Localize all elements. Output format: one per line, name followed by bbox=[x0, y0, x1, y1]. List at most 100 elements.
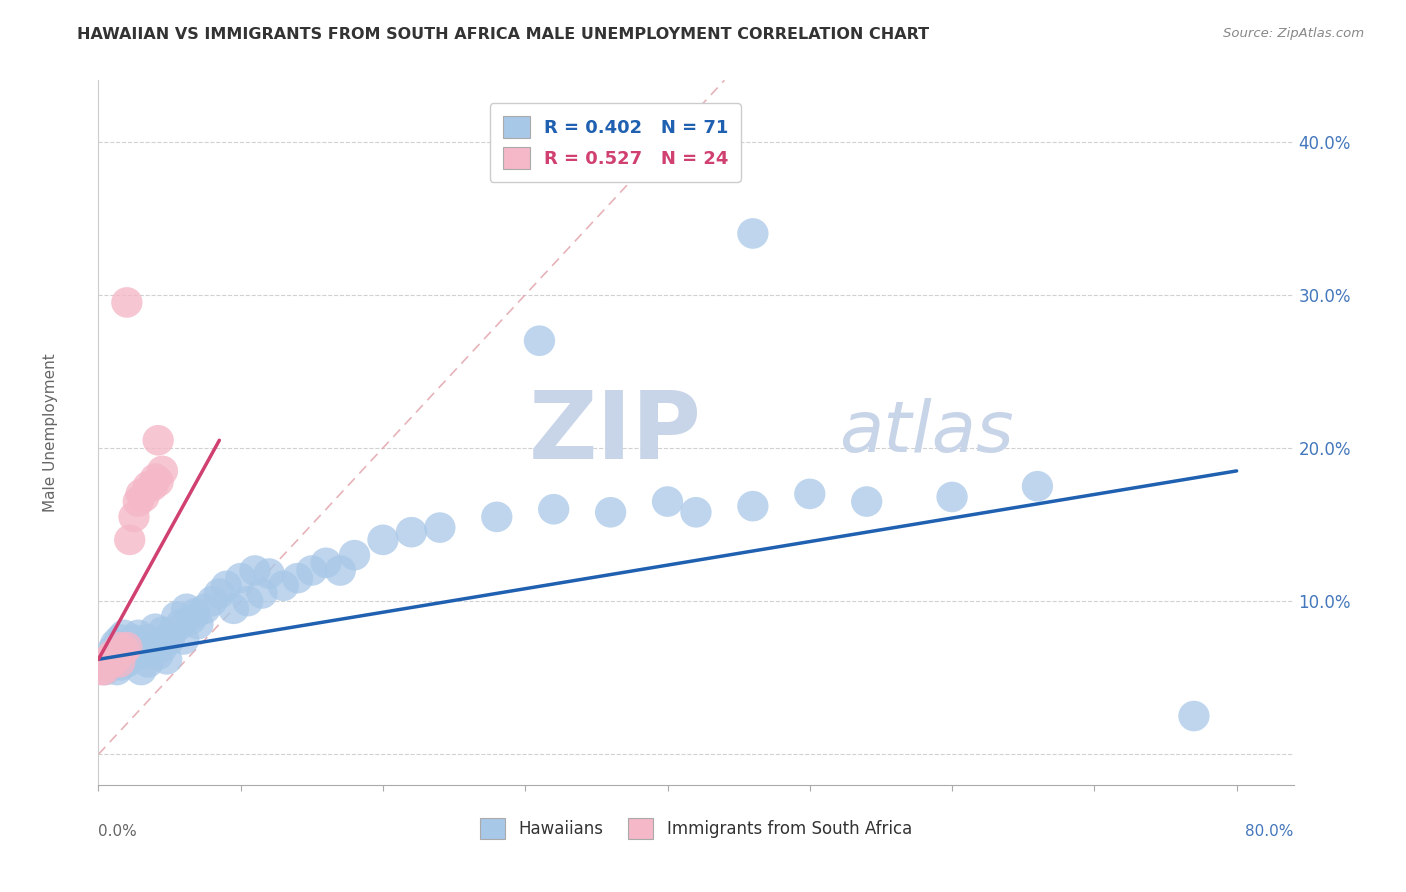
Ellipse shape bbox=[108, 635, 139, 665]
Ellipse shape bbox=[311, 548, 342, 578]
Ellipse shape bbox=[425, 512, 456, 543]
Ellipse shape bbox=[253, 558, 285, 589]
Ellipse shape bbox=[162, 601, 193, 632]
Ellipse shape bbox=[211, 571, 242, 601]
Ellipse shape bbox=[146, 632, 179, 663]
Ellipse shape bbox=[267, 571, 299, 601]
Ellipse shape bbox=[132, 471, 165, 501]
Ellipse shape bbox=[139, 463, 172, 494]
Ellipse shape bbox=[737, 219, 769, 249]
Ellipse shape bbox=[395, 516, 427, 548]
Ellipse shape bbox=[142, 640, 174, 670]
Ellipse shape bbox=[283, 563, 314, 593]
Ellipse shape bbox=[86, 655, 117, 685]
Ellipse shape bbox=[936, 482, 967, 512]
Ellipse shape bbox=[118, 501, 149, 533]
Ellipse shape bbox=[146, 616, 179, 647]
Ellipse shape bbox=[100, 644, 131, 674]
Ellipse shape bbox=[737, 491, 769, 522]
Ellipse shape bbox=[367, 524, 399, 555]
Ellipse shape bbox=[481, 501, 512, 533]
Ellipse shape bbox=[104, 624, 135, 655]
Ellipse shape bbox=[180, 598, 211, 629]
Ellipse shape bbox=[524, 326, 555, 356]
Ellipse shape bbox=[90, 647, 121, 678]
Ellipse shape bbox=[197, 586, 228, 616]
Ellipse shape bbox=[122, 486, 153, 516]
Text: Male Unemployment: Male Unemployment bbox=[44, 353, 58, 512]
Ellipse shape bbox=[156, 616, 188, 647]
Ellipse shape bbox=[118, 624, 149, 655]
Ellipse shape bbox=[100, 629, 131, 659]
Ellipse shape bbox=[169, 624, 200, 655]
Ellipse shape bbox=[142, 467, 174, 497]
Ellipse shape bbox=[100, 647, 131, 678]
Ellipse shape bbox=[114, 644, 145, 674]
Text: 80.0%: 80.0% bbox=[1246, 823, 1294, 838]
Ellipse shape bbox=[146, 456, 179, 486]
Text: ZIP: ZIP bbox=[529, 386, 702, 479]
Ellipse shape bbox=[122, 635, 153, 665]
Ellipse shape bbox=[122, 620, 153, 650]
Ellipse shape bbox=[136, 635, 169, 665]
Ellipse shape bbox=[90, 655, 121, 685]
Ellipse shape bbox=[128, 482, 160, 512]
Ellipse shape bbox=[183, 609, 214, 640]
Ellipse shape bbox=[246, 578, 278, 609]
Text: HAWAIIAN VS IMMIGRANTS FROM SOUTH AFRICA MALE UNEMPLOYMENT CORRELATION CHART: HAWAIIAN VS IMMIGRANTS FROM SOUTH AFRICA… bbox=[77, 27, 929, 42]
Ellipse shape bbox=[166, 609, 197, 640]
Ellipse shape bbox=[89, 655, 120, 685]
Ellipse shape bbox=[652, 486, 683, 516]
Ellipse shape bbox=[108, 635, 139, 665]
Ellipse shape bbox=[172, 593, 202, 624]
Ellipse shape bbox=[142, 425, 174, 456]
Ellipse shape bbox=[132, 647, 165, 678]
Ellipse shape bbox=[90, 647, 121, 678]
Ellipse shape bbox=[176, 604, 207, 635]
Ellipse shape bbox=[114, 524, 145, 555]
Ellipse shape bbox=[595, 497, 626, 527]
Ellipse shape bbox=[111, 287, 142, 318]
Ellipse shape bbox=[104, 647, 135, 678]
Ellipse shape bbox=[125, 655, 156, 685]
Ellipse shape bbox=[125, 479, 156, 509]
Text: atlas: atlas bbox=[839, 398, 1014, 467]
Ellipse shape bbox=[339, 540, 370, 571]
Ellipse shape bbox=[101, 655, 132, 685]
Ellipse shape bbox=[139, 614, 172, 644]
Ellipse shape bbox=[101, 640, 132, 670]
Ellipse shape bbox=[232, 586, 263, 616]
Ellipse shape bbox=[97, 635, 128, 665]
Legend: Hawaiians, Immigrants from South Africa: Hawaiians, Immigrants from South Africa bbox=[471, 810, 921, 847]
Ellipse shape bbox=[104, 632, 135, 663]
Ellipse shape bbox=[128, 632, 160, 663]
Text: 0.0%: 0.0% bbox=[98, 823, 138, 838]
Ellipse shape bbox=[125, 640, 156, 670]
Ellipse shape bbox=[111, 632, 142, 663]
Ellipse shape bbox=[105, 650, 136, 681]
Text: Source: ZipAtlas.com: Source: ZipAtlas.com bbox=[1223, 27, 1364, 40]
Ellipse shape bbox=[153, 624, 186, 655]
Ellipse shape bbox=[150, 644, 183, 674]
Ellipse shape bbox=[225, 563, 256, 593]
Ellipse shape bbox=[118, 640, 149, 670]
Ellipse shape bbox=[136, 471, 169, 501]
Ellipse shape bbox=[190, 593, 221, 624]
Ellipse shape bbox=[111, 647, 142, 678]
Ellipse shape bbox=[1022, 471, 1053, 501]
Ellipse shape bbox=[94, 644, 125, 674]
Ellipse shape bbox=[681, 497, 711, 527]
Ellipse shape bbox=[218, 593, 249, 624]
Ellipse shape bbox=[204, 578, 235, 609]
Ellipse shape bbox=[794, 479, 825, 509]
Ellipse shape bbox=[114, 629, 145, 659]
Ellipse shape bbox=[97, 647, 128, 678]
Ellipse shape bbox=[239, 555, 270, 586]
Ellipse shape bbox=[325, 555, 356, 586]
Ellipse shape bbox=[139, 629, 172, 659]
Ellipse shape bbox=[104, 640, 135, 670]
Ellipse shape bbox=[108, 620, 139, 650]
Ellipse shape bbox=[297, 555, 328, 586]
Ellipse shape bbox=[851, 486, 883, 516]
Ellipse shape bbox=[97, 650, 128, 681]
